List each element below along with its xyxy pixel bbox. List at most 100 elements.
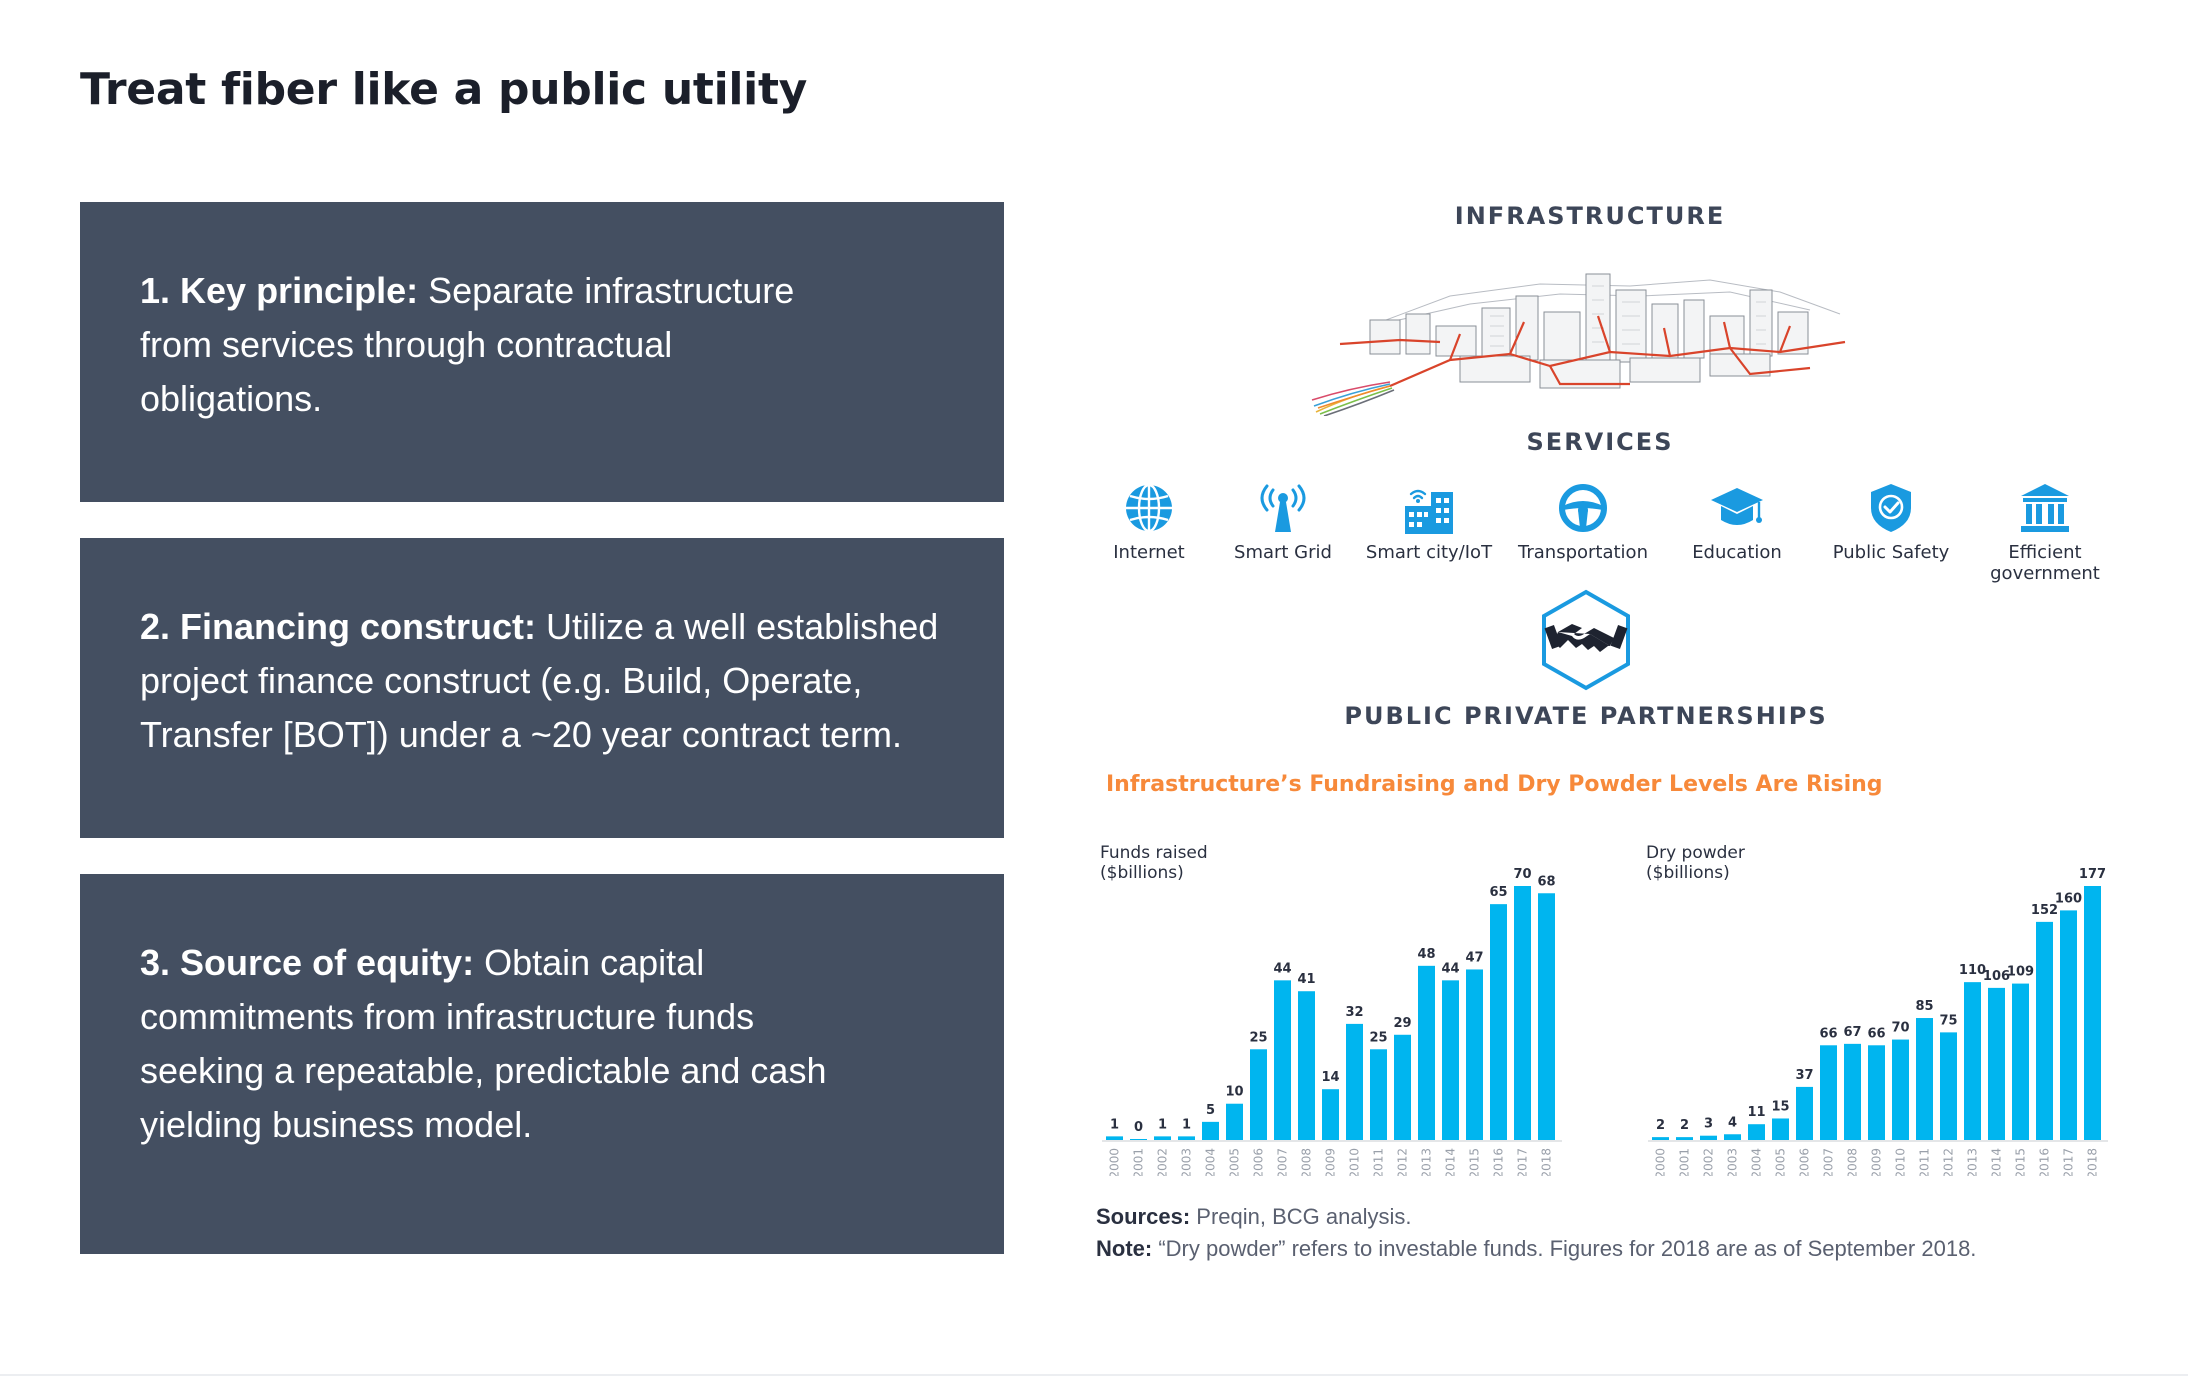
data-label: 25: [1249, 1030, 1267, 1045]
bar: [2036, 921, 2053, 1140]
data-label: 32: [1345, 1005, 1363, 1020]
data-label: 10: [1225, 1085, 1243, 1100]
bar: [1202, 1121, 1219, 1140]
data-label: 15: [1771, 1099, 1789, 1114]
x-tick-label: 2004: [1750, 1148, 1764, 1176]
data-label: 44: [1441, 961, 1459, 976]
x-tick-label: 2004: [1204, 1148, 1218, 1176]
service-public-safety: Public Safety: [1816, 482, 1966, 563]
x-tick-label: 2002: [1156, 1148, 1170, 1176]
bar: [2012, 983, 2029, 1140]
card-source-of-equity: 3. Source of equity: Obtain capital comm…: [80, 874, 1004, 1254]
ppp-heading: PUBLIC PRIVATE PARTNERSHIPS: [1344, 702, 1828, 730]
bar: [1490, 904, 1507, 1140]
page-title: Treat fiber like a public utility: [80, 64, 808, 115]
shield-check-icon: [1871, 484, 1911, 532]
bar: [1418, 965, 1435, 1140]
services-heading: SERVICES: [1526, 428, 1674, 456]
x-tick-label: 2012: [1942, 1148, 1956, 1176]
sources-footnote: Sources: Preqin, BCG analysis.: [1096, 1204, 1411, 1230]
x-tick-label: 2013: [1966, 1148, 1980, 1176]
data-label: 160: [2055, 891, 2082, 906]
card-text: 3. Source of equity: Obtain capital comm…: [140, 936, 860, 1152]
x-tick-label: 2013: [1420, 1148, 1434, 1176]
data-label: 5: [1206, 1103, 1215, 1118]
data-label: 11: [1747, 1105, 1765, 1120]
data-label: 70: [1891, 1021, 1909, 1036]
bar: [1442, 980, 1459, 1140]
data-label: 1: [1110, 1117, 1119, 1132]
bar: [1226, 1103, 1243, 1140]
buildings-icon: [1405, 489, 1453, 534]
card-key-principle: 1. Key principle: Separate infrastructur…: [80, 202, 1004, 502]
dry-powder-chart: Dry powder ($billions) 2 2000 2 2001 3 2002 4 200…: [1646, 843, 2108, 1176]
service-label: Public Safety: [1832, 542, 1950, 563]
x-tick-label: 2007: [1276, 1148, 1290, 1176]
x-tick-label: 2016: [2038, 1148, 2052, 1176]
sources-text: Preqin, BCG analysis.: [1190, 1204, 1412, 1229]
service-label: Efficient government: [1990, 542, 2100, 584]
service-smart-grid: Smart Grid: [1208, 482, 1358, 563]
x-tick-label: 2003: [1180, 1148, 1194, 1176]
bar: [1772, 1118, 1789, 1140]
service-education: Education: [1662, 482, 1812, 563]
y-axis-label: Funds raised ($billions): [1100, 843, 1208, 883]
bar: [1322, 1089, 1339, 1140]
data-label: 177: [2079, 867, 2106, 882]
service-efficient-government: Efficient government: [1970, 482, 2120, 584]
data-label: 66: [1867, 1026, 1885, 1041]
bar: [1844, 1043, 1861, 1140]
bar: [1298, 991, 1315, 1140]
service-label: Smart Grid: [1234, 542, 1332, 563]
x-tick-label: 2007: [1822, 1148, 1836, 1176]
card-body: Utilize a well established project finan…: [140, 606, 939, 755]
data-label: 66: [1819, 1026, 1837, 1041]
data-label: 4: [1728, 1115, 1737, 1130]
bar: [1394, 1034, 1411, 1140]
x-tick-label: 2017: [1516, 1148, 1530, 1176]
x-tick-label: 2010: [1894, 1148, 1908, 1176]
service-smart-city-iot: Smart city/IoT: [1354, 482, 1504, 563]
card-lead: 3. Source of equity:: [140, 942, 475, 983]
service-label: Internet: [1113, 542, 1185, 563]
data-label: 14: [1321, 1070, 1339, 1085]
bar: [1130, 1139, 1147, 1140]
data-label: 2: [1680, 1118, 1689, 1133]
x-tick-label: 2005: [1228, 1148, 1242, 1176]
x-tick-label: 2018: [2086, 1148, 2100, 1176]
bar: [1154, 1136, 1171, 1140]
x-tick-label: 2009: [1870, 1148, 1884, 1176]
x-tick-label: 2000: [1108, 1148, 1122, 1176]
service-label: Smart city/IoT: [1365, 542, 1493, 563]
funds-raised-chart: Funds raised ($billions) 1 2000 0 2001 1 2002 1 2…: [1100, 843, 1562, 1176]
bar: [1514, 886, 1531, 1140]
data-label: 25: [1369, 1030, 1387, 1045]
card-financing-construct: 2. Financing construct: Utilize a well e…: [80, 538, 1004, 838]
x-tick-label: 2001: [1132, 1148, 1146, 1176]
x-tick-label: 2015: [2014, 1148, 2028, 1176]
x-tick-label: 2005: [1774, 1148, 1788, 1176]
infrastructure-heading: INFRASTRUCTURE: [1454, 202, 1726, 230]
x-tick-label: 2015: [1468, 1148, 1482, 1176]
x-tick-label: 2014: [1444, 1148, 1458, 1176]
x-tick-label: 2009: [1324, 1148, 1338, 1176]
data-label: 48: [1417, 947, 1435, 962]
bar: [1370, 1049, 1387, 1140]
government-building-icon: [2021, 484, 2069, 532]
note-text: “Dry powder” refers to investable funds.…: [1152, 1236, 1977, 1261]
x-tick-label: 2011: [1372, 1148, 1386, 1176]
x-tick-label: 2002: [1702, 1148, 1716, 1176]
data-label: 85: [1915, 999, 1933, 1014]
x-tick-label: 2006: [1252, 1148, 1266, 1176]
bar: [1796, 1086, 1813, 1140]
data-label: 2: [1656, 1118, 1665, 1133]
data-label: 65: [1489, 885, 1507, 900]
card-body: Obtain capital commitments from infrastr…: [140, 942, 827, 1145]
x-tick-label: 2008: [1300, 1148, 1314, 1176]
x-tick-label: 2016: [1492, 1148, 1506, 1176]
service-label: Education: [1692, 542, 1782, 563]
data-label: 29: [1393, 1016, 1411, 1031]
service-transportation: Transportation: [1508, 482, 1658, 563]
bar: [1178, 1136, 1195, 1140]
data-label: 0: [1134, 1120, 1143, 1135]
